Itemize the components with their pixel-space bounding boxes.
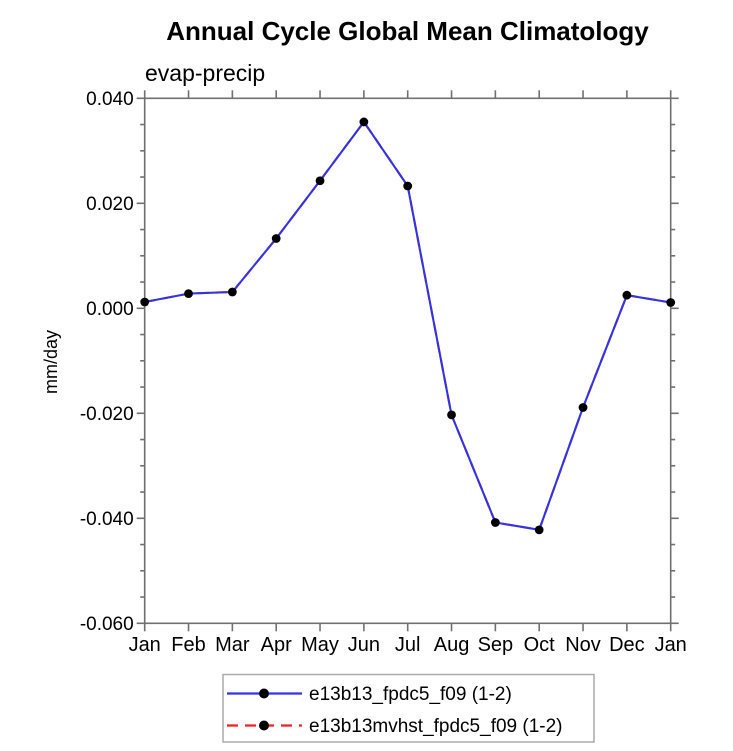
x-tick-label: Mar xyxy=(215,634,250,656)
data-point-marker xyxy=(227,287,237,297)
x-tick-label: Jun xyxy=(348,634,380,656)
legend-label-2: e13b13mvhst_fpdc5_f09 (1-2) xyxy=(309,716,563,737)
x-tick-label: Jan xyxy=(655,634,687,656)
data-point-marker xyxy=(447,410,456,420)
x-tick-label: Jul xyxy=(395,634,421,656)
chart-title: Annual Cycle Global Mean Climatology xyxy=(166,16,649,46)
data-point-marker xyxy=(140,297,150,307)
legend-label-1: e13b13_fpdc5_f09 (1-2) xyxy=(309,684,512,705)
data-point-marker xyxy=(403,181,413,191)
x-tick-label: Feb xyxy=(171,634,205,656)
y-tick-label: 0.020 xyxy=(86,194,134,215)
legend-marker-2 xyxy=(259,720,269,731)
legend-marker-1 xyxy=(259,688,269,699)
x-tick-label: May xyxy=(301,634,339,656)
y-tick-label: 0.040 xyxy=(86,89,134,110)
x-tick-label: Jan xyxy=(129,634,161,656)
x-tick-label: Aug xyxy=(434,634,470,656)
data-point-marker xyxy=(271,234,281,243)
data-point-marker xyxy=(622,290,632,300)
data-point-marker xyxy=(666,298,676,307)
chart-subtitle: evap-precip xyxy=(145,60,266,86)
data-point-marker xyxy=(315,176,325,186)
plot-frame xyxy=(143,97,672,625)
y-tick-label: -0.040 xyxy=(80,509,134,530)
x-tick-label: Oct xyxy=(524,634,556,656)
x-tick-label: Nov xyxy=(565,634,601,656)
y-axis-label: mm/day xyxy=(41,330,61,394)
x-tick-label: Sep xyxy=(478,634,514,656)
data-point-marker xyxy=(534,525,544,535)
data-point-marker xyxy=(184,289,193,298)
y-tick-label: 0.000 xyxy=(86,299,134,320)
legend-box xyxy=(222,673,595,743)
data-point-marker xyxy=(578,403,588,412)
x-tick-label: Dec xyxy=(609,634,645,656)
data-point-marker xyxy=(490,518,500,527)
y-tick-label: -0.060 xyxy=(80,614,134,635)
y-tick-label: -0.020 xyxy=(80,404,134,425)
data-point-marker xyxy=(359,117,369,127)
x-tick-label: Apr xyxy=(261,634,292,656)
